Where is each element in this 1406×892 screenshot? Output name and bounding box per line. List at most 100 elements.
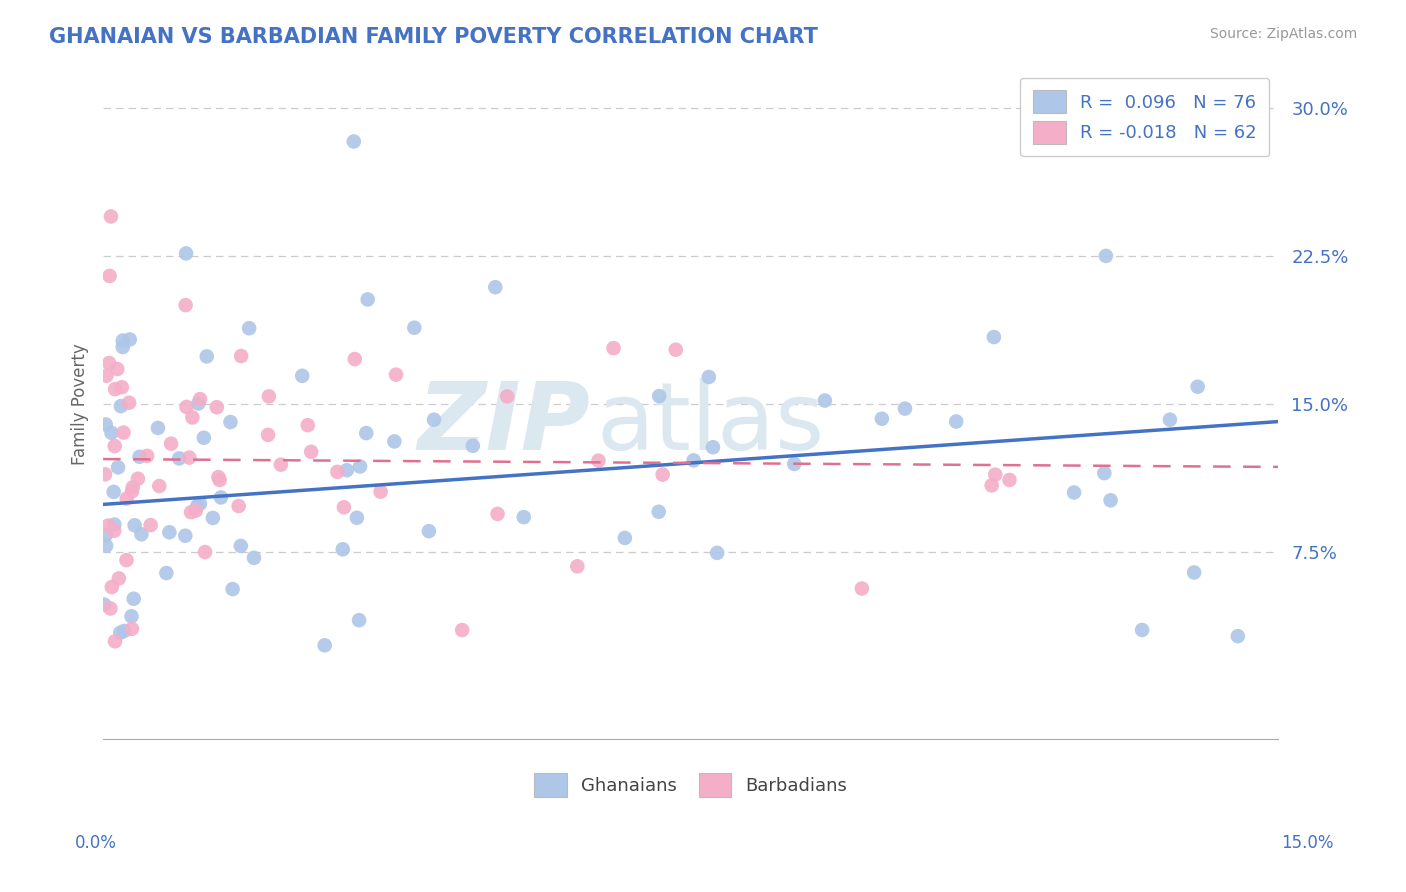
Point bbox=[588, 453, 610, 467]
Point bbox=[221, 582, 243, 596]
Point bbox=[94, 539, 117, 553]
Point bbox=[333, 500, 356, 515]
Point bbox=[122, 591, 145, 606]
Point bbox=[174, 246, 197, 260]
Point bbox=[613, 531, 636, 545]
Point bbox=[101, 580, 124, 594]
Point bbox=[851, 582, 873, 596]
Text: Source: ZipAtlas.com: Source: ZipAtlas.com bbox=[1209, 27, 1357, 41]
Point bbox=[257, 428, 280, 442]
Point bbox=[111, 380, 134, 394]
Point bbox=[167, 451, 190, 466]
Point bbox=[100, 425, 122, 440]
Text: 0.0%: 0.0% bbox=[75, 834, 117, 852]
Point bbox=[347, 613, 370, 627]
Point bbox=[98, 356, 121, 370]
Point bbox=[121, 622, 143, 636]
Point bbox=[291, 368, 314, 383]
Point bbox=[1130, 623, 1153, 637]
Point bbox=[115, 491, 138, 506]
Point bbox=[983, 330, 1005, 344]
Point bbox=[184, 503, 207, 517]
Point bbox=[155, 566, 177, 580]
Point bbox=[94, 417, 117, 432]
Point bbox=[180, 505, 202, 519]
Point bbox=[201, 511, 224, 525]
Point bbox=[131, 527, 153, 541]
Text: atlas: atlas bbox=[596, 378, 825, 470]
Point bbox=[647, 505, 669, 519]
Point bbox=[423, 413, 446, 427]
Text: 15.0%: 15.0% bbox=[1281, 834, 1334, 852]
Point bbox=[205, 401, 228, 415]
Point bbox=[945, 415, 967, 429]
Point bbox=[105, 362, 128, 376]
Point bbox=[1187, 380, 1209, 394]
Point bbox=[176, 400, 198, 414]
Point bbox=[370, 484, 392, 499]
Point bbox=[349, 459, 371, 474]
Point bbox=[336, 463, 359, 477]
Point bbox=[160, 436, 183, 450]
Point bbox=[112, 624, 135, 638]
Point bbox=[207, 470, 229, 484]
Y-axis label: Family Poverty: Family Poverty bbox=[72, 343, 89, 465]
Point bbox=[602, 341, 624, 355]
Point bbox=[343, 352, 366, 367]
Point bbox=[484, 280, 506, 294]
Point bbox=[228, 499, 250, 513]
Point bbox=[346, 510, 368, 524]
Point bbox=[665, 343, 688, 357]
Point bbox=[98, 268, 121, 283]
Point bbox=[209, 491, 232, 505]
Point bbox=[100, 601, 122, 615]
Point bbox=[118, 333, 141, 347]
Point bbox=[194, 545, 217, 559]
Point bbox=[384, 434, 406, 449]
Point bbox=[496, 389, 519, 403]
Point bbox=[103, 484, 125, 499]
Point bbox=[1092, 466, 1115, 480]
Point bbox=[567, 559, 589, 574]
Point bbox=[174, 529, 197, 543]
Point bbox=[108, 571, 131, 585]
Point bbox=[706, 546, 728, 560]
Point bbox=[682, 453, 704, 467]
Point bbox=[174, 298, 197, 312]
Point bbox=[104, 382, 127, 396]
Point bbox=[104, 439, 127, 453]
Point bbox=[297, 418, 319, 433]
Point bbox=[1063, 485, 1085, 500]
Point bbox=[94, 467, 117, 482]
Point bbox=[314, 638, 336, 652]
Point bbox=[115, 553, 138, 567]
Point bbox=[648, 389, 671, 403]
Text: ZIP: ZIP bbox=[418, 378, 591, 470]
Point bbox=[193, 431, 215, 445]
Point bbox=[112, 425, 135, 440]
Point bbox=[1182, 566, 1205, 580]
Point bbox=[385, 368, 408, 382]
Point bbox=[357, 293, 380, 307]
Point bbox=[238, 321, 260, 335]
Point bbox=[513, 510, 536, 524]
Point bbox=[783, 457, 806, 471]
Point bbox=[127, 472, 149, 486]
Point bbox=[110, 399, 132, 413]
Point bbox=[486, 507, 509, 521]
Point bbox=[984, 467, 1007, 482]
Point bbox=[148, 479, 170, 493]
Point bbox=[1159, 412, 1181, 426]
Point bbox=[96, 368, 118, 383]
Point bbox=[343, 135, 366, 149]
Point bbox=[111, 340, 134, 354]
Point bbox=[128, 450, 150, 464]
Point bbox=[136, 449, 159, 463]
Point bbox=[1095, 249, 1118, 263]
Point bbox=[1226, 629, 1249, 643]
Point bbox=[814, 393, 837, 408]
Point bbox=[186, 499, 208, 513]
Point bbox=[179, 450, 201, 465]
Point bbox=[187, 396, 209, 410]
Point bbox=[146, 421, 169, 435]
